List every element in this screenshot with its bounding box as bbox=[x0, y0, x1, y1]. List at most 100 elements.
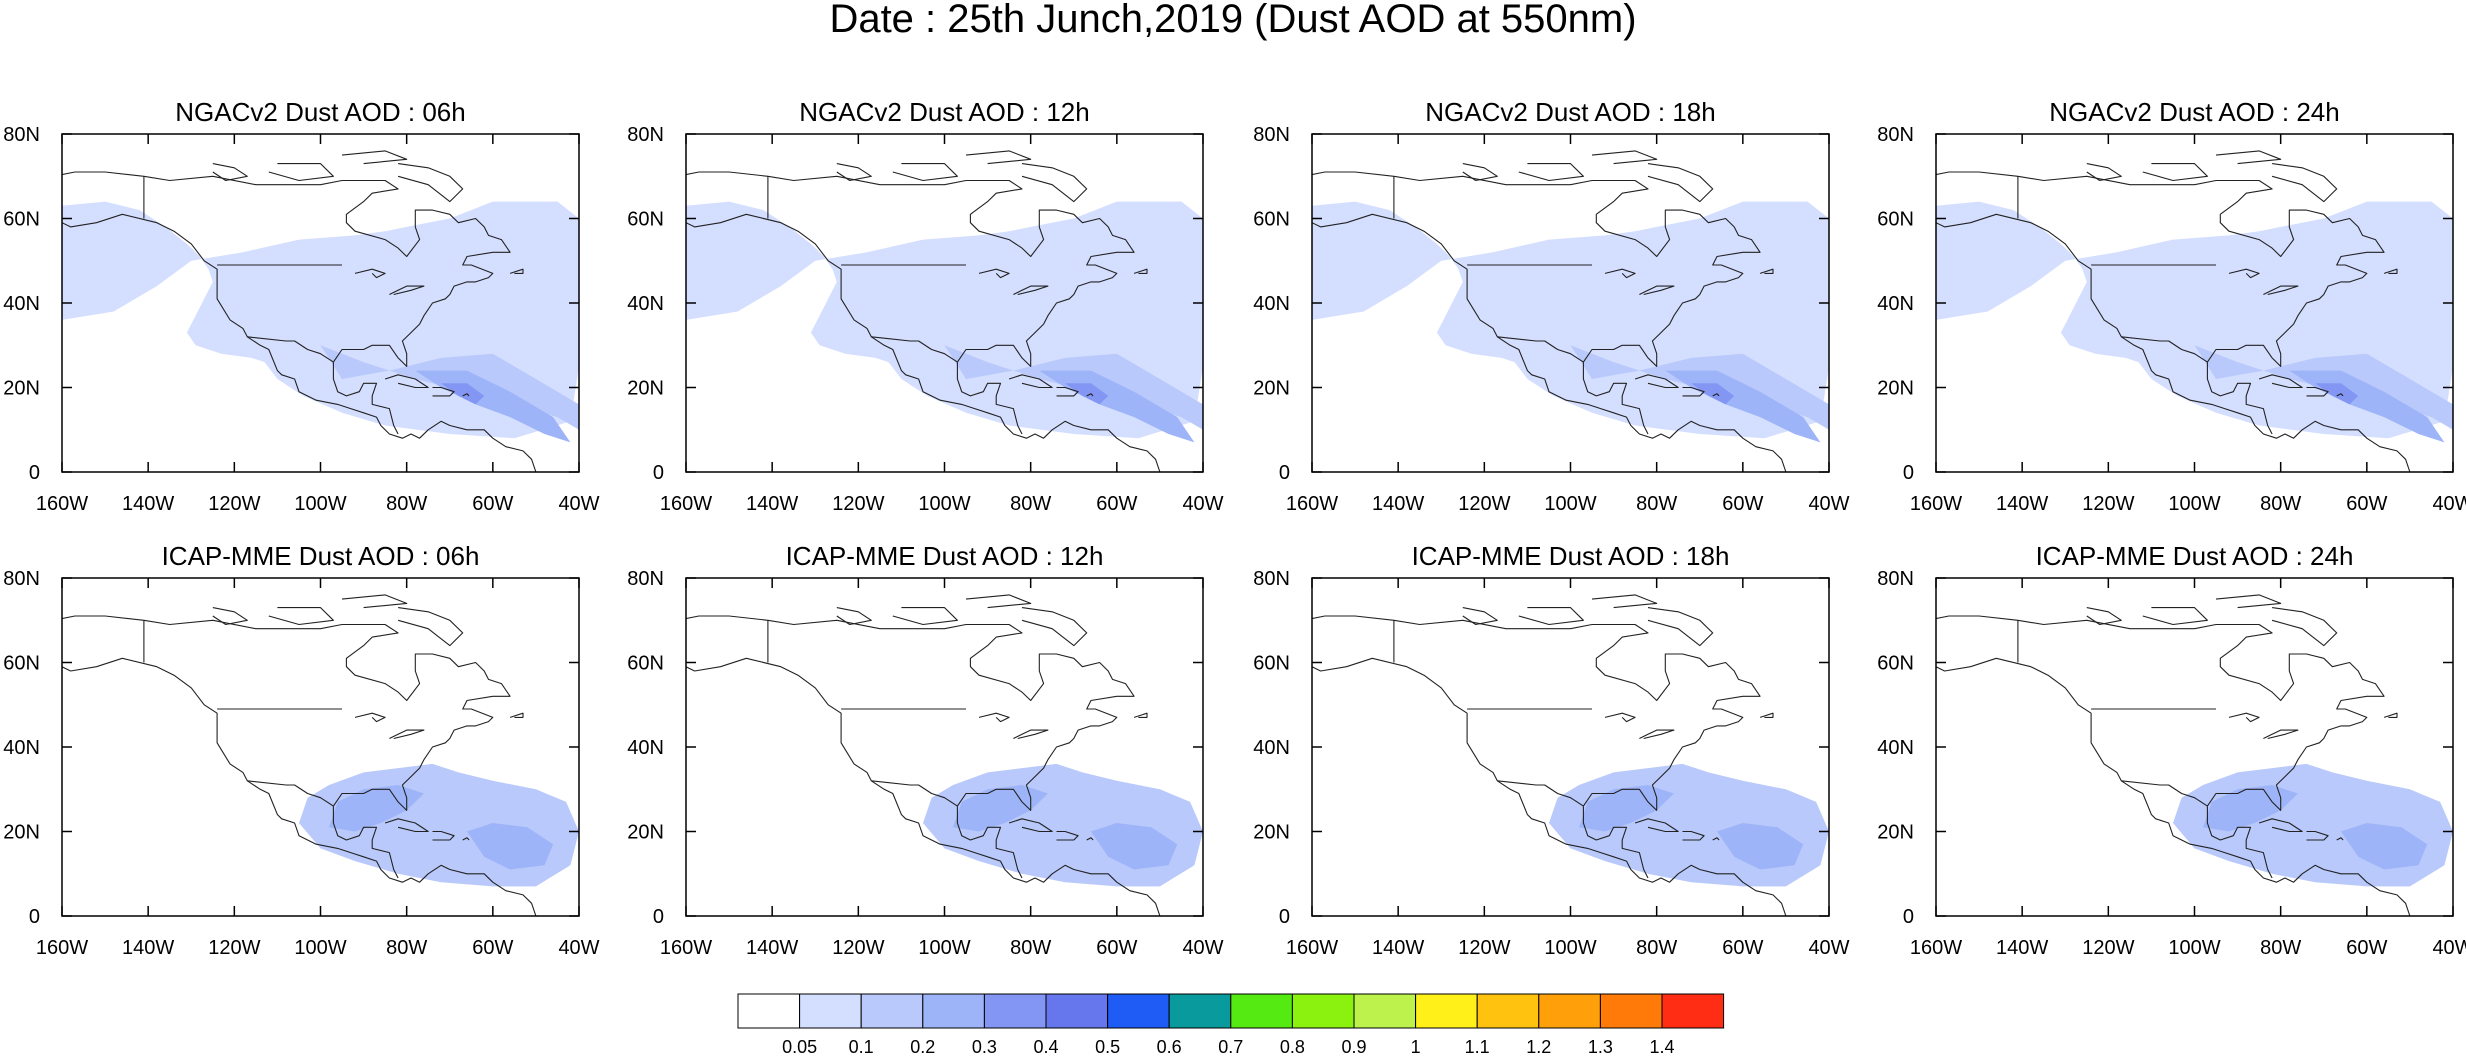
map-panel-6: ICAP-MME Dust AOD : 12h 160W 140W 120W 100W 8… bbox=[627, 541, 1223, 959]
colorbar-label: 0.05 bbox=[782, 1037, 817, 1056]
lon-tick-label: 160W bbox=[1910, 493, 1962, 515]
map-panel-8: ICAP-MME Dust AOD : 24h 160W 140W 120W 100W 8… bbox=[1877, 541, 2466, 959]
coastline bbox=[1591, 150, 1658, 165]
lon-tick-label: 100W bbox=[294, 493, 346, 515]
aod-region bbox=[944, 345, 1203, 430]
colorbar-box bbox=[922, 993, 985, 1029]
coastlines bbox=[62, 594, 537, 916]
lon-tick-label: 60W bbox=[1722, 493, 1763, 515]
lon-tick-label: 120W bbox=[1458, 493, 1510, 515]
colorbar-box bbox=[1353, 993, 1417, 1029]
aod-region bbox=[2203, 785, 2298, 832]
lon-tick-label: 100W bbox=[1544, 937, 1596, 959]
coastline bbox=[1497, 336, 1584, 363]
lon-tick-label: 160W bbox=[660, 493, 712, 515]
coastline bbox=[1936, 657, 2411, 916]
lon-tick-label: 40W bbox=[558, 493, 599, 515]
lat-tick-label: 0 bbox=[29, 462, 40, 484]
aod-region bbox=[953, 785, 1048, 832]
coastline bbox=[432, 830, 455, 841]
coastline bbox=[2271, 607, 2338, 647]
aod-region bbox=[1065, 383, 1109, 405]
coastline bbox=[332, 806, 399, 879]
coastline bbox=[354, 712, 386, 723]
lon-tick-label: 40W bbox=[1182, 493, 1223, 515]
coastline bbox=[2263, 729, 2299, 740]
coastline bbox=[686, 615, 1135, 811]
colorbar-box bbox=[1476, 993, 1540, 1029]
lon-tick-label: 160W bbox=[36, 493, 88, 515]
panel-title: ICAP-MME Dust AOD : 18h bbox=[1412, 541, 1730, 571]
aod-shading bbox=[1936, 201, 2453, 443]
coastline bbox=[2142, 607, 2208, 626]
coastline bbox=[871, 336, 958, 363]
coastline bbox=[1936, 171, 2385, 367]
coastlines bbox=[1936, 594, 2411, 916]
lon-tick-label: 80W bbox=[2260, 493, 2301, 515]
coastline bbox=[1312, 171, 1761, 367]
lon-tick-label: 140W bbox=[1996, 493, 2048, 515]
coastline bbox=[1008, 818, 1053, 833]
coastline bbox=[62, 171, 511, 367]
lon-tick-label: 160W bbox=[1286, 493, 1338, 515]
aod-shading bbox=[1549, 763, 1829, 887]
lon-tick-label: 80W bbox=[1636, 493, 1677, 515]
colorbar-box bbox=[983, 993, 1047, 1029]
map-panel-1: NGACv2 Dust AOD : 06h 160W 140W 120W 100W 80W… bbox=[3, 97, 599, 515]
lat-tick-label: 40N bbox=[1253, 737, 1290, 759]
map-panel-7: ICAP-MME Dust AOD : 18h 160W 140W 120W 100W 8… bbox=[1253, 541, 1849, 959]
coastline bbox=[509, 268, 524, 274]
coastline bbox=[432, 386, 455, 397]
coastline bbox=[686, 657, 1161, 916]
colorbar-label: 0.9 bbox=[1341, 1037, 1366, 1056]
coastline bbox=[212, 163, 248, 182]
coastline bbox=[2258, 374, 2303, 389]
coastline bbox=[956, 362, 1023, 435]
colorbar-label: 0.7 bbox=[1218, 1037, 1243, 1056]
lon-tick-label: 60W bbox=[472, 937, 513, 959]
coastline bbox=[1936, 213, 2411, 472]
coastline bbox=[2206, 806, 2273, 879]
lat-tick-label: 80N bbox=[1877, 568, 1914, 590]
lon-tick-label: 140W bbox=[746, 493, 798, 515]
coastline bbox=[1086, 837, 1094, 841]
coastline bbox=[384, 818, 429, 833]
lat-tick-label: 0 bbox=[29, 906, 40, 928]
lat-tick-label: 20N bbox=[3, 378, 40, 400]
aod-region bbox=[320, 345, 579, 430]
colorbar-label: 0.2 bbox=[910, 1037, 935, 1056]
coastlines bbox=[1312, 150, 1787, 472]
colorbar-box bbox=[1415, 993, 1478, 1029]
lat-tick-label: 60N bbox=[3, 653, 40, 675]
lat-tick-label: 40N bbox=[1253, 293, 1290, 315]
lon-tick-label: 80W bbox=[1636, 937, 1677, 959]
lat-tick-label: 60N bbox=[1877, 653, 1914, 675]
coastline bbox=[354, 268, 386, 279]
coastline bbox=[2306, 386, 2329, 397]
coastline bbox=[2121, 780, 2208, 807]
colorbar-label: 1.1 bbox=[1465, 1037, 1490, 1056]
coastline bbox=[1682, 386, 1705, 397]
lat-tick-label: 20N bbox=[1253, 822, 1290, 844]
aod-region bbox=[1570, 345, 1829, 430]
lon-tick-label: 160W bbox=[1910, 937, 1962, 959]
coastline bbox=[212, 607, 248, 626]
coastlines bbox=[686, 150, 1161, 472]
lon-tick-label: 140W bbox=[746, 937, 798, 959]
lon-tick-label: 160W bbox=[660, 937, 712, 959]
coastline bbox=[1682, 830, 1705, 841]
lat-tick-label: 20N bbox=[627, 822, 664, 844]
lon-tick-label: 140W bbox=[1372, 937, 1424, 959]
lon-tick-label: 40W bbox=[1182, 937, 1223, 959]
coastline bbox=[1647, 163, 1714, 203]
aod-region bbox=[1091, 823, 1178, 870]
coastline bbox=[1312, 657, 1787, 916]
aod-shading bbox=[1312, 201, 1829, 443]
lat-tick-label: 80N bbox=[627, 124, 664, 146]
coastline bbox=[1582, 806, 1649, 879]
lat-tick-label: 40N bbox=[1877, 293, 1914, 315]
colorbar-box bbox=[737, 993, 801, 1029]
colorbar-label: 0.5 bbox=[1095, 1037, 1120, 1056]
coastline bbox=[1759, 712, 1774, 718]
panel-title: NGACv2 Dust AOD : 18h bbox=[1425, 97, 1715, 127]
